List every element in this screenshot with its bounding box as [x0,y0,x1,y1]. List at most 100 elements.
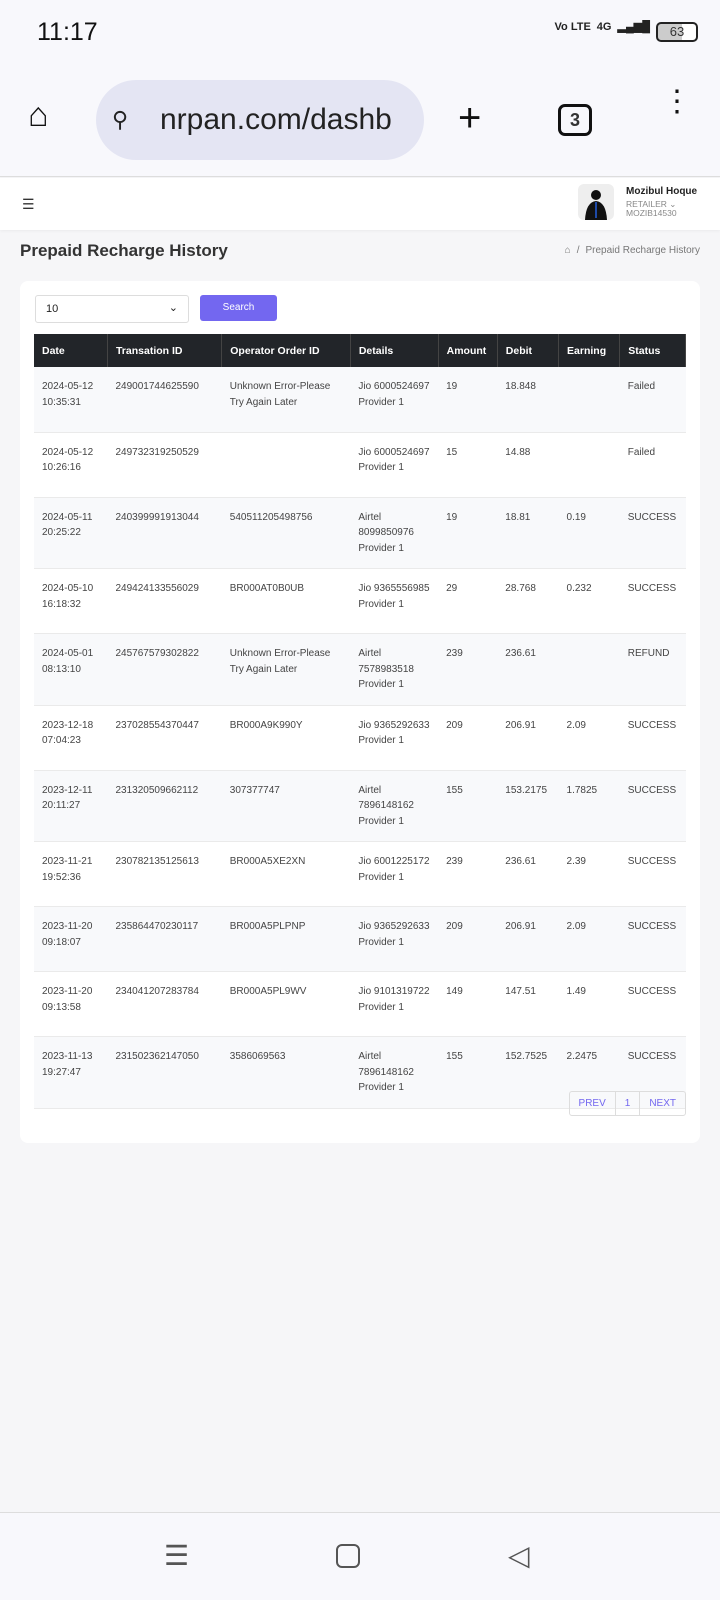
column-header[interactable]: Details [350,334,439,367]
cell-operator-order-id: BR000A5XE2XN [221,841,351,907]
cell-transation-id: 235864470230117 [107,906,222,972]
cell-status: SUCCESS [619,906,686,972]
home-icon[interactable]: ⌂ [28,96,49,134]
column-header[interactable]: Debit [497,334,560,367]
cell-transation-id: 231502362147050 [107,1036,222,1109]
table-row: 2024-05-12 10:35:31 249001744625590 Unknow… [34,367,686,433]
cell-debit: 18.848 [497,367,559,433]
table-row: 2024-05-10 16:18:32 249424133556029 BR000A… [34,568,686,634]
breadcrumb-current: Prepaid Recharge History [585,245,701,256]
cell-date: 2023-12-18 07:04:23 [34,705,108,771]
cell-transation-id: 249732319250529 [107,432,222,498]
cell-date: 2023-11-21 19:52:36 [34,841,108,907]
cell-transation-id: 245767579302822 [107,633,222,706]
cell-earning: 0.232 [558,568,620,634]
avatar[interactable] [578,184,614,220]
cell-debit: 206.91 [497,705,559,771]
cell-operator-order-id: 3586069563 [221,1036,351,1109]
page-title: Prepaid Recharge History [20,241,228,260]
new-tab-icon[interactable]: + [458,96,482,140]
back-icon[interactable]: ◁ [508,1540,530,1571]
table-row: 2023-11-21 19:52:36 230782135125613 BR000A… [34,841,686,907]
cell-date: 2024-05-01 08:13:10 [34,633,108,706]
signal-bars-icon: ▂▄▆█ [617,21,650,33]
home-nav-icon[interactable] [336,1544,360,1568]
user-id: MOZIB14530 [626,208,677,218]
column-header[interactable]: Date [34,334,108,367]
menu-icon[interactable]: ☰ [22,196,35,212]
cell-earning: 2.09 [558,906,620,972]
user-name[interactable]: Mozibul Hoque [626,186,698,197]
cell-transation-id: 240399991913044 [107,497,222,569]
volte-icon: Vo LTE [554,20,591,33]
battery-icon: 63 [656,22,698,42]
column-header[interactable]: Transation ID [107,334,223,367]
status-bar: 11:17 Vo LTE 4G ▂▄▆█ 63 [0,0,720,60]
chevron-down-icon: ⌄ [168,302,178,314]
table-row: 2024-05-01 08:13:10 245767579302822 Unknow… [34,633,686,706]
cell-earning [558,633,620,706]
cell-operator-order-id: Unknown Error-Please Try Again Later [221,633,351,706]
page-size-select[interactable]: 10 ⌄ [35,295,189,323]
cell-date: 2023-12-11 20:11:27 [34,770,108,842]
recent-apps-icon[interactable]: ☰ [164,1540,190,1571]
cell-debit: 14.88 [497,432,559,498]
next-button[interactable]: NEXT [649,1098,676,1109]
cell-status: SUCCESS [619,497,686,569]
cell-date: 2023-11-20 09:18:07 [34,906,108,972]
table-row: 2023-12-18 07:04:23 237028554370447 BR000A… [34,705,686,771]
search-button[interactable]: Search [200,295,277,321]
column-header[interactable]: Earning [558,334,621,367]
cell-details: Jio 9365292633 Provider 1 [350,705,439,771]
cell-amount: 155 [438,770,498,842]
column-header[interactable]: Amount [438,334,498,367]
cell-status: Failed [619,432,686,498]
cell-details: Airtel 8099850976 Provider 1 [350,497,439,569]
table-row: 2024-05-11 20:25:22 240399991913044 540511… [34,497,686,569]
cell-details: Jio 6000524697 Provider 1 [350,432,439,498]
cell-status: SUCCESS [619,841,686,907]
url-bar[interactable]: ⚲ nrpan.com/dashb [96,80,424,160]
cell-transation-id: 231320509662112 [107,770,222,842]
column-header[interactable]: Operator Order ID [221,334,351,367]
column-header[interactable]: Status [619,334,686,367]
cell-details: Jio 9365292633 Provider 1 [350,906,439,972]
cell-date: 2024-05-10 16:18:32 [34,568,108,634]
cell-amount: 19 [438,367,498,433]
home-icon[interactable]: ⌂ [564,245,571,256]
page-1-button[interactable]: 1 [616,1092,641,1115]
more-options-icon[interactable]: ⋮ [662,85,692,118]
cell-operator-order-id: BR000A9K990Y [221,705,351,771]
user-role-dropdown[interactable]: RETAILER ⌄ [626,199,677,209]
table-row: 2023-11-13 19:27:47 231502362147050 358606… [34,1036,686,1109]
cell-details: Airtel 7896148162 Provider 1 [350,770,439,842]
app-header: ☰ Mozibul Hoque RETAILER ⌄ MOZIB14530 [0,178,720,230]
url-text: nrpan.com/dashb [160,103,392,136]
history-card: 10 ⌄ Search Date Transation ID Operator Ord… [20,281,700,1143]
prev-button[interactable]: PREV [570,1092,616,1115]
cell-amount: 29 [438,568,498,634]
cell-debit: 18.81 [497,497,559,569]
cell-earning: 1.49 [558,971,620,1037]
cell-details: Airtel 7896148162 Provider 1 [350,1036,439,1109]
site-settings-icon[interactable]: ⚲ [112,107,129,132]
cell-transation-id: 237028554370447 [107,705,222,771]
cell-transation-id: 249424133556029 [107,568,222,634]
cell-transation-id: 230782135125613 [107,841,222,907]
cell-date: 2024-05-11 20:25:22 [34,497,108,569]
cell-amount: 209 [438,705,498,771]
cell-date: 2024-05-12 10:35:31 [34,367,108,433]
cell-amount: 15 [438,432,498,498]
recharge-table: Date Transation ID Operator Order ID Detail… [34,334,686,1109]
cell-status: SUCCESS [619,971,686,1037]
cell-operator-order-id: BR000A5PLPNP [221,906,351,972]
pagination: PREV 1 NEXT [568,1091,686,1116]
cell-transation-id: 234041207283784 [107,971,222,1037]
cell-operator-order-id: 540511205498756 [221,497,351,569]
tab-switcher-button[interactable]: 3 [558,104,592,136]
cell-transation-id: 249001744625590 [107,367,222,433]
clock: 11:17 [37,18,98,46]
cell-details: Airtel 7578983518 Provider 1 [350,633,439,706]
cell-operator-order-id [221,432,351,498]
cell-operator-order-id: Unknown Error-Please Try Again Later [221,367,351,433]
